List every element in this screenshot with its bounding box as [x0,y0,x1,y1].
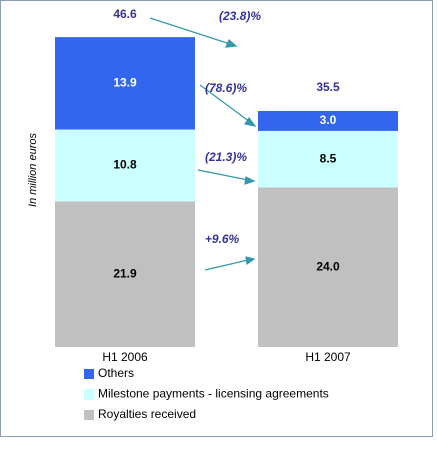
x-tick-label: H1 2006 [102,350,148,364]
bar-segment [55,201,195,347]
data-label: 3.0 [320,113,337,127]
total-label: 35.5 [316,80,340,94]
bar-segment [258,187,398,347]
annotation: (21.3)% [205,150,247,164]
annotation: (23.8)% [219,9,261,23]
legend-label: Milestone payments - licensing agreement… [98,387,329,401]
bar-segment [55,37,195,130]
y-axis-label: In million euros [27,133,39,207]
annotation: (78.6)% [205,81,247,95]
legend-swatch [83,389,95,400]
legend-label: Others [98,366,134,380]
bar-segment [258,110,398,131]
data-label: 10.8 [113,158,137,172]
data-label: 24.0 [316,259,340,273]
legend-swatch [84,410,94,420]
bar-segment [55,129,195,202]
legend-swatch [84,369,94,379]
frame [0,0,433,437]
bar-segment [258,130,398,188]
legend-label: Royalties received [98,407,196,421]
data-label: 21.9 [113,266,137,280]
data-label: 8.5 [320,151,337,165]
total-label: 46.6 [113,7,137,21]
arrows [149,17,257,271]
annotation: +9.6% [205,232,240,246]
x-tick-label: H1 2007 [305,350,351,364]
data-label: 13.9 [113,75,137,89]
